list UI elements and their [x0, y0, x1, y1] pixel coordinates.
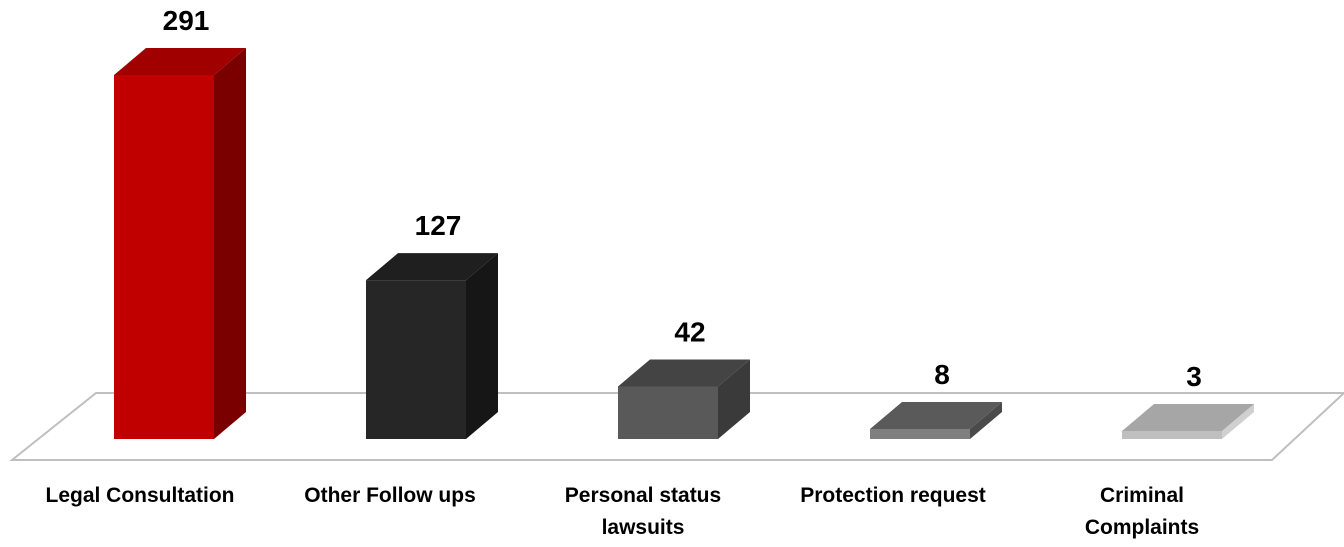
- bar-side-face: [970, 401, 1002, 439]
- bar-top-face: [366, 253, 498, 281]
- bar-side-face: [214, 48, 246, 439]
- category-label: Personal status lawsuits: [564, 484, 722, 539]
- category-label: Legal Consultation: [45, 484, 235, 507]
- bar-front-face: [870, 428, 970, 439]
- bar-2: [366, 253, 498, 439]
- bar-front-face: [114, 75, 214, 439]
- category-label: Other Follow ups: [304, 484, 476, 507]
- category-label: Protection request: [800, 484, 986, 507]
- bar-3: [618, 359, 750, 439]
- bar-value-label: 291: [163, 5, 210, 36]
- bar-front-face: [618, 386, 718, 439]
- bar-5: [1122, 404, 1254, 439]
- category-label: Criminal Complaints: [1084, 484, 1200, 539]
- bar-side-face: [1222, 404, 1254, 439]
- bar-1: [114, 48, 246, 439]
- bars-group: 291 127 42 8 3: [114, 5, 1254, 439]
- bar-top-face: [1122, 404, 1254, 431]
- bar-value-label: 3: [1186, 361, 1202, 392]
- bar-value-label: 42: [674, 316, 705, 347]
- bar-value-label: 127: [415, 210, 462, 241]
- bar-top-face: [114, 48, 246, 75]
- bar-side-face: [718, 359, 750, 439]
- bar-front-face: [366, 280, 466, 439]
- bar-top-face: [870, 401, 1002, 429]
- bar-4: [870, 401, 1002, 439]
- bar-value-label: 8: [934, 359, 950, 390]
- bar-front-face: [1122, 431, 1222, 439]
- bar-top-face: [618, 359, 750, 387]
- bar-side-face: [466, 253, 498, 439]
